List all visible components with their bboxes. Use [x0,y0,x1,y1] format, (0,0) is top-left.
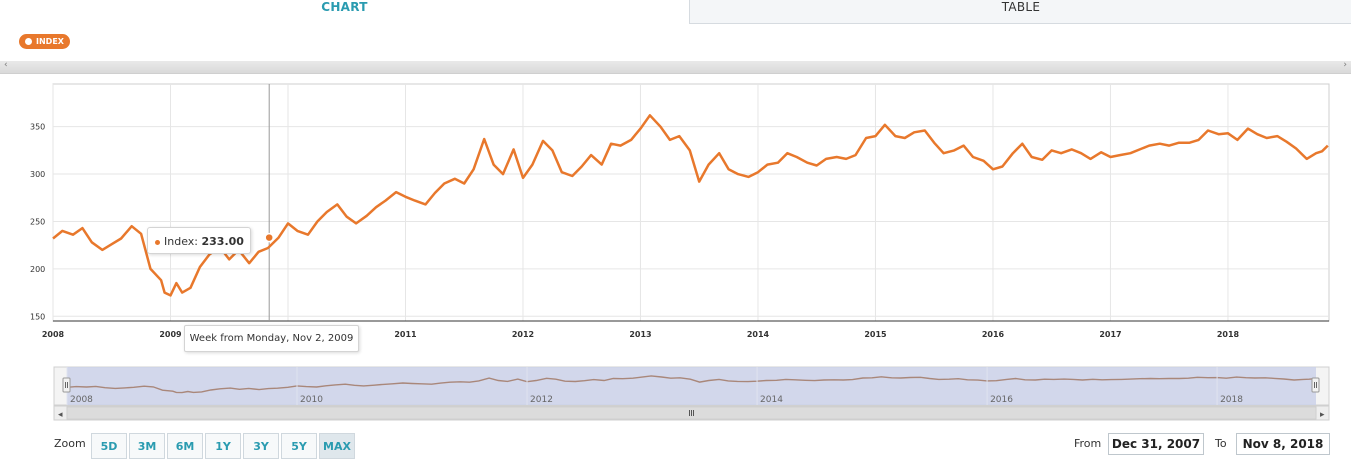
navigator-year-label: 2012 [530,395,553,405]
navigator-year-label: 2016 [990,395,1013,405]
zoom-label: Zoom [54,437,86,450]
x-tick-label: 2018 [1217,330,1240,339]
scroll-right-arrow-icon[interactable]: ▸ [1320,410,1325,420]
navigator-selection [67,367,1316,405]
from-label: From [1074,437,1102,450]
x-tick-label: 2015 [864,330,887,339]
zoom-button-6m[interactable]: 6M [167,433,203,459]
y-tick-label: 150 [30,312,45,321]
x-tick-label: 2013 [629,330,651,339]
legend-item-index[interactable]: INDEX [19,34,70,49]
x-tick-label: 2017 [1099,330,1121,339]
navigator-year-label: 2014 [760,395,783,405]
x-tick-label: 2016 [982,330,1005,339]
zoom-button-3y[interactable]: 3Y [243,433,279,459]
chart-area[interactable]: 150 200 250 300 350 2008 2009 2010 2011 2012 2013 2… [0,74,1351,429]
scroll-left-icon[interactable]: ‹ [4,60,8,70]
tooltip-dot-icon [155,239,160,245]
y-tick-label: 200 [30,265,45,274]
tooltip-series-label: Index: [164,235,198,248]
top-scrollbar[interactable]: ‹ › [0,60,1351,74]
navigator-year-label: 2010 [300,395,323,405]
highlight-point [264,232,274,243]
to-date-input[interactable]: Nov 8, 2018 [1236,433,1330,455]
navigator-handle-right[interactable] [1311,377,1320,393]
y-tick-label: 300 [30,170,45,179]
tooltip-date: Week from Monday, Nov 2, 2009 [184,325,359,352]
y-tick-label: 250 [30,217,45,226]
navigator-series-line [66,375,1315,394]
legend-dot-icon [25,38,32,45]
navigator-year-label: 2018 [1220,395,1243,405]
scroll-right-icon[interactable]: › [1343,60,1347,70]
x-tick-label: 2009 [159,330,182,339]
navigator-handle-left[interactable] [62,377,71,393]
x-tick-label: 2008 [42,330,65,339]
tab-table[interactable]: TABLE [689,0,1351,24]
tooltip-value-text: 233.00 [201,235,244,248]
legend-label: INDEX [36,37,64,46]
plot-frame [52,83,1330,322]
x-tick-label: 2011 [394,330,417,339]
x-tick-label: 2012 [512,330,534,339]
scroll-left-arrow-icon[interactable]: ◂ [58,410,63,420]
series-line-index [52,114,1329,297]
to-label: To [1215,437,1227,450]
zoom-button-5d[interactable]: 5D [91,433,127,459]
x-tick-label: 2014 [747,330,770,339]
tooltip-value: Index: 233.00 [147,227,251,254]
zoom-button-5y[interactable]: 5Y [281,433,317,459]
tab-chart[interactable]: CHART [321,0,368,14]
navigator-year-label: 2008 [70,395,93,405]
zoom-button-1y[interactable]: 1Y [205,433,241,459]
tab-bar: CHART TABLE [0,0,1351,24]
y-tick-label: 350 [30,123,45,132]
zoom-button-3m[interactable]: 3M [129,433,165,459]
from-date-input[interactable]: Dec 31, 2007 [1108,433,1204,455]
zoom-button-max[interactable]: MAX [319,433,355,459]
